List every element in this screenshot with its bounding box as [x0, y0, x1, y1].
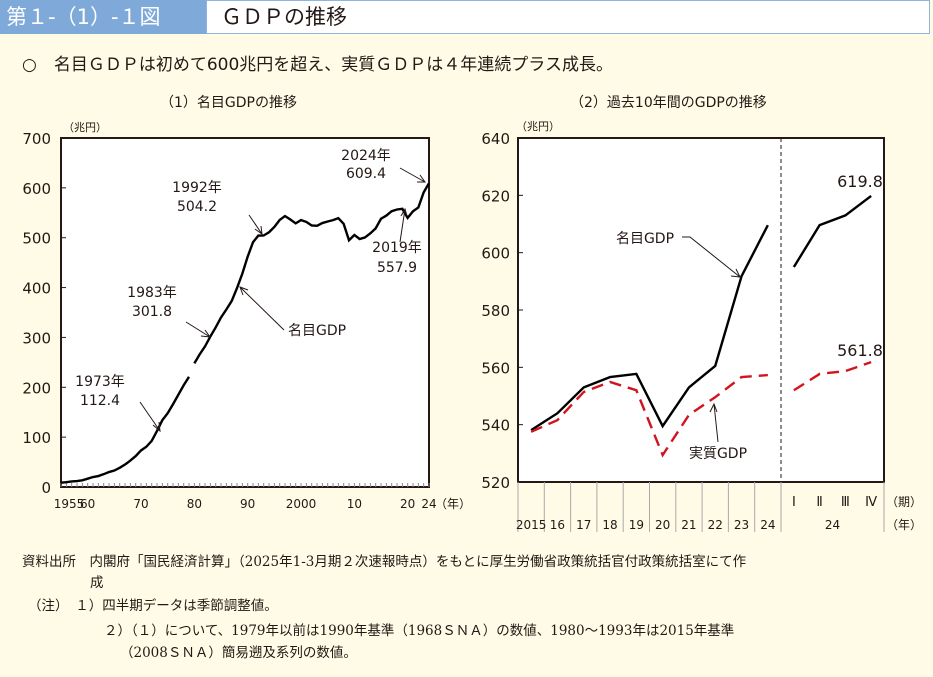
quarter-unit: （期）	[886, 495, 922, 509]
x-tick-label: 20	[400, 497, 415, 511]
plot-frame	[60, 137, 430, 488]
annotation-nominal-gdp: 名目GDP	[616, 231, 674, 247]
source-note: 資料出所 内閣府「国民経済計算」（2025年1-3月期２次速報時点）をもとに厚生…	[22, 554, 747, 570]
x-tick-label-year: 16	[550, 518, 565, 532]
annotation-nominal-q4: 619.8	[837, 172, 883, 191]
chart1-title: （1）名目GDPの推移	[160, 95, 297, 111]
x-tick-label: 24	[421, 497, 436, 511]
x-tick-label: 10	[347, 497, 362, 511]
x-tick-label: 90	[240, 497, 255, 511]
x-tick-label-quarter: Ⅳ	[865, 495, 877, 510]
x-tick-label: 80	[187, 497, 202, 511]
x-tick-label-year: 20	[655, 518, 670, 532]
x-tick-label-quarter: Ⅰ	[792, 495, 796, 510]
annotation-real-q4: 561.8	[837, 341, 883, 360]
note-2: ２）（１）について、1979年以前は1990年基準（1968ＳＮＡ）の数値、19…	[104, 623, 735, 639]
y-tick-label: 100	[22, 429, 51, 447]
nominal-gdp-line	[60, 376, 191, 484]
annotation-2019-year: 2019年	[372, 240, 422, 256]
chart2-title: （2）過去10年間のGDPの推移	[570, 95, 767, 111]
annotation-nominal-label: 名目GDP	[288, 323, 346, 339]
nominal-gdp-quarterly-line	[792, 194, 872, 268]
y-tick-label: 600	[22, 180, 51, 198]
x-tick-label-year: 17	[576, 518, 591, 532]
x-tick-label-year: 21	[681, 518, 696, 532]
annotation-1973-value: 112.4	[80, 393, 120, 409]
x-tick-label: 60	[80, 497, 95, 511]
annotation-1983-year: 1983年	[127, 285, 177, 301]
y-axis-unit: （兆円）	[516, 120, 560, 133]
y-tick-label: 200	[22, 379, 51, 397]
y-axis-unit: （兆円）	[63, 121, 107, 134]
x-tick-label: 70	[133, 497, 148, 511]
y-tick-label: 620	[481, 187, 510, 205]
annotation-2024-year: 2024年	[341, 148, 391, 164]
y-tick-label: 560	[481, 359, 510, 377]
x-tick-label: 2000	[286, 497, 317, 511]
annotation-1992-value: 504.2	[177, 199, 217, 215]
figure-title: ＧＤＰの推移	[206, 0, 930, 34]
note-1: （注） １）四半期データは季節調整値。	[28, 598, 278, 614]
annotation-1983-value: 301.8	[132, 304, 172, 320]
nominal-gdp-annual-line	[530, 224, 769, 432]
real-gdp-annual-line	[530, 373, 768, 458]
y-tick-label: 600	[481, 245, 510, 263]
x-tick-label-year: 22	[708, 518, 723, 532]
y-tick-label: 700	[22, 130, 51, 148]
nominal-gdp-line	[193, 182, 431, 364]
x-tick-label-quarter: Ⅲ	[841, 495, 850, 510]
annotation-2019-value: 557.9	[377, 260, 417, 276]
y-tick-label: 300	[22, 329, 51, 347]
y-tick-label: 640	[481, 130, 510, 148]
note-2-cont: （2008ＳＮＡ）簡易遡及系列の数値。	[120, 645, 357, 661]
x-tick-label-year: 24	[760, 518, 775, 532]
y-tick-label: 540	[481, 417, 510, 435]
year-unit: （年）	[886, 518, 922, 532]
annotation-real-gdp: 実質GDP	[689, 446, 747, 462]
x-tick-label-year: 2015	[516, 518, 547, 532]
y-tick-label: 400	[22, 280, 51, 298]
x-tick-label-quarter-year: 24	[825, 518, 840, 532]
y-tick-label: 500	[22, 230, 51, 248]
y-tick-label: 580	[481, 302, 510, 320]
plot-frame	[517, 137, 885, 483]
x-axis-unit: （年）	[435, 497, 471, 511]
real-gdp-quarterly-line	[793, 361, 872, 392]
x-tick-label-quarter: Ⅱ	[816, 495, 822, 510]
x-tick-label-year: 19	[629, 518, 644, 532]
y-tick-label: 520	[481, 474, 510, 492]
annotation-1992-year: 1992年	[172, 180, 222, 196]
annotation-2024-value: 609.4	[346, 166, 386, 182]
x-tick-label-year: 18	[602, 518, 617, 532]
annotation-1973-year: 1973年	[75, 374, 125, 390]
figure-number: 第１-（1）-１図	[0, 0, 206, 34]
y-tick-label: 0	[41, 479, 51, 497]
lead-text: ○ 名目ＧＤＰは初めて600兆円を超え、実質ＧＤＰは４年連続プラス成長。	[22, 55, 613, 75]
x-tick-label-year: 23	[734, 518, 749, 532]
annotation-arrows	[139, 167, 741, 443]
source-note-cont: 成	[90, 575, 104, 591]
x-tick-label: 1955	[54, 497, 85, 511]
